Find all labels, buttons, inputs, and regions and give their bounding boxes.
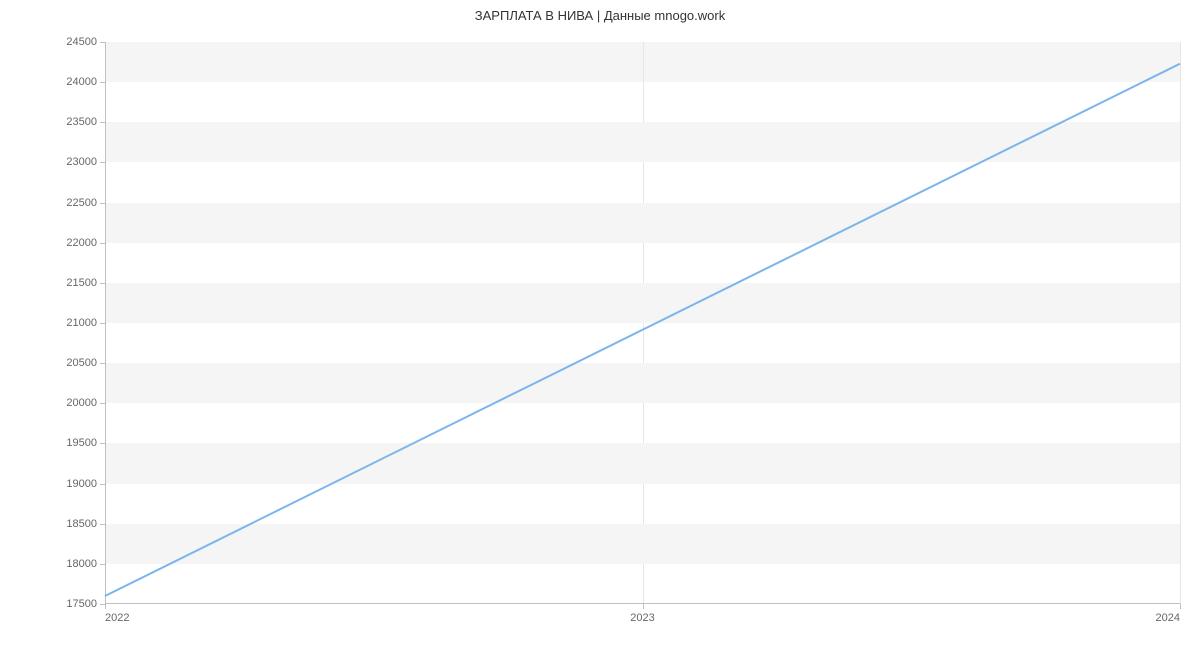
y-tick-label: 21500	[66, 277, 97, 289]
y-tick-label: 18500	[66, 518, 97, 530]
plot-area: 1750018000185001900019500200002050021000…	[105, 42, 1180, 604]
y-tick-mark	[100, 122, 105, 123]
y-tick-label: 18000	[66, 558, 97, 570]
y-tick-label: 17500	[66, 598, 97, 610]
y-tick-mark	[100, 403, 105, 404]
y-tick-label: 19000	[66, 478, 97, 490]
y-tick-mark	[100, 283, 105, 284]
y-tick-mark	[100, 524, 105, 525]
y-tick-mark	[100, 564, 105, 565]
chart-line-layer	[105, 42, 1180, 604]
y-tick-mark	[100, 82, 105, 83]
y-tick-label: 23000	[66, 156, 97, 168]
y-tick-label: 23500	[66, 116, 97, 128]
y-tick-label: 19500	[66, 437, 97, 449]
grid-line-vertical	[1180, 42, 1181, 604]
x-tick-label: 2024	[1156, 612, 1180, 624]
x-tick-mark	[1180, 604, 1181, 609]
y-tick-mark	[100, 484, 105, 485]
y-tick-mark	[100, 323, 105, 324]
y-tick-label: 21000	[66, 317, 97, 329]
y-tick-mark	[100, 363, 105, 364]
x-tick-mark	[105, 604, 106, 609]
y-tick-mark	[100, 162, 105, 163]
y-tick-label: 22000	[66, 237, 97, 249]
y-tick-label: 22500	[66, 197, 97, 209]
x-tick-label: 2023	[630, 612, 654, 624]
x-tick-mark	[643, 604, 644, 609]
y-tick-mark	[100, 42, 105, 43]
series-line-salary	[105, 64, 1180, 596]
y-tick-label: 20500	[66, 357, 97, 369]
y-tick-mark	[100, 443, 105, 444]
salary-chart: ЗАРПЛАТА В НИВА | Данные mnogo.work 1750…	[0, 0, 1200, 650]
y-tick-label: 20000	[66, 397, 97, 409]
y-tick-label: 24000	[66, 76, 97, 88]
x-tick-label: 2022	[105, 612, 129, 624]
chart-title: ЗАРПЛАТА В НИВА | Данные mnogo.work	[0, 8, 1200, 23]
y-tick-mark	[100, 243, 105, 244]
y-tick-label: 24500	[66, 36, 97, 48]
y-tick-mark	[100, 203, 105, 204]
